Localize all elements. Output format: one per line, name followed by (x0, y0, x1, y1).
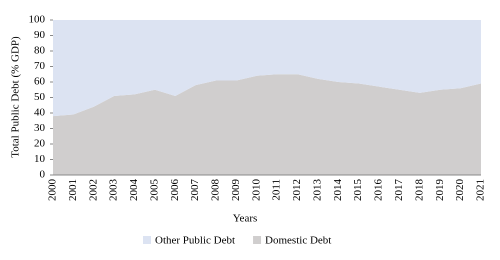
area (53, 74, 481, 175)
y-tick-label: 20 (34, 138, 46, 150)
x-tick-label: 2019 (434, 179, 446, 202)
y-tick-label: 100 (29, 14, 46, 26)
x-tick-label: 2012 (291, 179, 303, 201)
x-tick-label: 2010 (250, 179, 262, 202)
x-tick-label: 2000 (47, 179, 59, 202)
y-tick-label: 80 (34, 45, 46, 57)
y-axis-label: Total Public Debt (% GDP) (10, 36, 22, 158)
x-tick-label: 2017 (393, 179, 405, 202)
x-tick-label: 2013 (311, 179, 323, 202)
area (53, 20, 481, 117)
legend-swatch (253, 236, 262, 244)
y-tick-label: 30 (34, 122, 46, 134)
x-tick-label: 2014 (332, 179, 344, 202)
x-tick-label: 2018 (413, 179, 425, 202)
x-tick-label: 2001 (67, 179, 79, 201)
y-tick-label: 10 (34, 153, 46, 165)
legend-label: Domestic Debt (265, 235, 331, 247)
x-tick-label: 2016 (373, 179, 385, 202)
y-tick-label: 70 (34, 60, 46, 72)
y-tick-label: 0 (40, 169, 46, 181)
y-tick-label: 50 (34, 91, 46, 103)
x-tick-label: 2021 (475, 179, 487, 201)
x-tick-label: 2020 (454, 179, 466, 202)
x-tick-label: 2015 (352, 179, 364, 202)
x-tick-label: 2005 (148, 179, 160, 202)
x-tick-label: 2006 (169, 179, 181, 202)
x-axis-label: Years (233, 213, 258, 225)
x-tick-label: 2004 (128, 179, 140, 202)
x-tick-label: 2011 (271, 179, 283, 201)
x-tick-label: 2003 (108, 179, 120, 202)
y-tick-label: 40 (34, 107, 46, 119)
x-tick-label: 2008 (210, 179, 222, 202)
x-tick-label: 2007 (189, 179, 201, 202)
x-tick-label: 2002 (87, 179, 99, 201)
x-tick-label: 2009 (230, 179, 242, 202)
legend-swatch (143, 236, 151, 244)
legend-label: Other Public Debt (155, 235, 235, 247)
y-tick-label: 90 (34, 29, 46, 41)
y-tick-label: 60 (34, 76, 46, 88)
